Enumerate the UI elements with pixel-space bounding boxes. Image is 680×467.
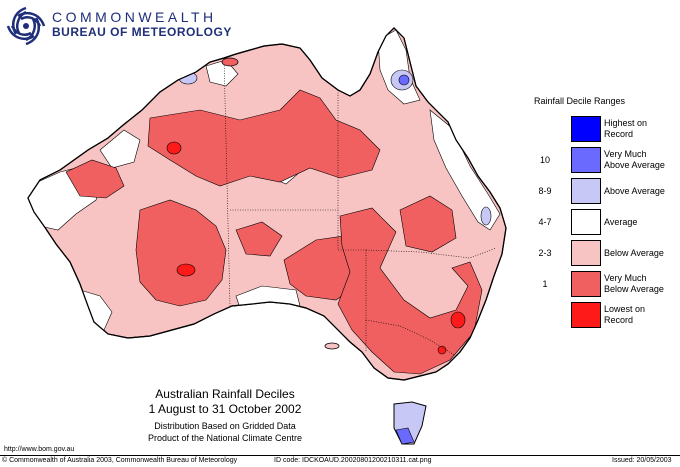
region-lowest-record-vic: [450, 311, 466, 329]
org-name-line1: COMMONWEALTH: [52, 9, 217, 25]
legend-label-line1: Above Average: [604, 186, 665, 196]
region-lowest-record-wa: [176, 263, 196, 277]
legend-label-line2: Record: [604, 315, 634, 325]
legend-label-line1: Very Much: [604, 149, 647, 159]
legend-label-line2: Above Average: [604, 160, 665, 170]
legend-swatch: [571, 240, 601, 266]
legend-decile-range: 8-9: [538, 186, 552, 196]
legend-label: Highest on Record: [604, 118, 680, 140]
legend-label-line2: Record: [604, 129, 634, 139]
website-url: http://www.bom.gov.au: [4, 446, 75, 453]
region-very-much-below-wa-central: [135, 199, 227, 307]
legend-swatch: [571, 302, 601, 328]
legend-label-line1: Highest on: [604, 118, 648, 128]
legend-swatch: [571, 271, 601, 297]
copyright: © Commonwealth of Australia 2003, Common…: [2, 457, 238, 464]
id-code: ID code: IDCKOAUD.20020801200210311.cat.…: [274, 457, 432, 464]
legend-label-line2: Below Average: [604, 284, 664, 294]
decile-regions: [28, 29, 501, 375]
border-qld-nsw: [365, 247, 497, 259]
legend-swatch: [571, 178, 601, 204]
region-very-much-below-top: [235, 221, 283, 257]
region-very-much-below-qld: [399, 195, 457, 253]
region-very-much-below-nsw-vic: [337, 207, 483, 375]
issued-date: Issued: 20/05/2003: [612, 457, 672, 464]
legend-label: Lowest on Record: [604, 304, 680, 326]
legend-swatch: [571, 116, 601, 142]
bom-logo-icon: [6, 6, 46, 46]
footer-divider: [0, 455, 680, 456]
region-lowest-record-kimberley: [166, 141, 182, 155]
legend-label: Very Much Below Average: [604, 273, 680, 295]
legend-label: Above Average: [604, 186, 680, 197]
region-above-avg-qld-coast: [480, 206, 492, 226]
org-name-line2: BUREAU OF METEOROLOGY: [52, 25, 232, 39]
legend-decile-range: 10: [539, 155, 550, 165]
legend-label-line1: Average: [604, 217, 638, 227]
legend-swatch: [571, 209, 601, 235]
legend-label-line1: Very Much: [604, 273, 647, 283]
map-note-1: Distribution Based on Gridded Data: [154, 421, 296, 431]
legend-decile-range: 1: [542, 279, 548, 289]
region-average-kimberley: [99, 129, 141, 169]
legend-swatch: [571, 147, 601, 173]
legend-label-line1: Below Average: [604, 248, 664, 258]
tasmania-very-much-above: [395, 427, 415, 445]
legend-decile-range: 2-3: [538, 248, 552, 258]
melville-island: [221, 57, 239, 67]
border-nsw-vic: [365, 319, 457, 357]
region-very-much-below-nt: [147, 89, 381, 187]
kangaroo-island: [324, 342, 340, 350]
legend-decile-range: 4-7: [538, 217, 552, 227]
region-very-much-above-cape-york: [398, 74, 410, 86]
legend-title: Rainfall Decile Ranges: [534, 96, 626, 106]
map-title: Australian Rainfall Deciles: [155, 387, 295, 401]
state-borders: [223, 57, 497, 357]
region-average-qld-coast: [429, 109, 501, 231]
legend-label: Average: [604, 217, 680, 228]
legend-label-line1: Lowest on: [604, 304, 646, 314]
legend-label: Below Average: [604, 248, 680, 259]
map-period: 1 August to 31 October 2002: [148, 402, 302, 416]
legend-label: Very Much Above Average: [604, 149, 680, 171]
region-lowest-record-nsw: [437, 345, 447, 355]
region-very-much-below-wa-west: [65, 159, 125, 199]
map-note-2: Product of the National Climate Centre: [147, 433, 303, 443]
mainland-coastline: [27, 27, 507, 381]
